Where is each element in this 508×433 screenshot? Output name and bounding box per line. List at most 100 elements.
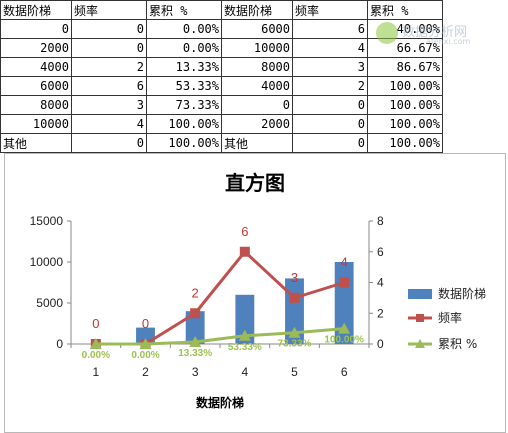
y-right-tick-label: 8 xyxy=(377,214,384,228)
legend-swatch-marker xyxy=(415,339,425,348)
freq-point xyxy=(239,246,250,257)
table-cell[interactable]: 其他 xyxy=(0,133,72,153)
cum-data-label: 0.00% xyxy=(131,350,159,361)
x-tick-label: 3 xyxy=(192,365,199,379)
table-row: 0 0 0.00% 6000 6 40.00% xyxy=(0,19,443,39)
x-axis-title: 数据阶梯 xyxy=(196,395,244,410)
table-cell[interactable]: 86.67% xyxy=(367,57,443,77)
header-cell[interactable]: 累积 % xyxy=(146,0,222,20)
table-cell[interactable]: 3 xyxy=(71,95,147,115)
freq-data-label: 0 xyxy=(92,316,99,331)
cum-point xyxy=(189,335,202,347)
table-cell[interactable]: 0 xyxy=(221,95,293,115)
table-cell[interactable]: 100.00% xyxy=(367,76,443,96)
y-right-tick-label: 6 xyxy=(377,245,384,259)
table-cell[interactable]: 0.00% xyxy=(146,38,222,58)
table-cell[interactable]: 3 xyxy=(292,57,368,77)
cum-data-label: 100.00% xyxy=(324,335,364,346)
table-row: 其他 0 100.00% 其他 0 100.00% xyxy=(0,133,443,153)
legend-swatch-bar xyxy=(408,289,432,299)
table-cell[interactable]: 8000 xyxy=(221,57,293,77)
header-cell[interactable]: 数据阶梯 xyxy=(0,0,72,20)
freq-data-label: 3 xyxy=(291,270,298,285)
watermark-circle-icon xyxy=(376,22,398,44)
table-row: 8000 3 73.33% 0 0 100.00% xyxy=(0,95,443,115)
y-left-tick-label: 5000 xyxy=(36,296,63,310)
table-cell[interactable]: 10000 xyxy=(0,114,72,134)
chart-canvas: 直方图 0 5000 10000 15000 0 2 4 6 8 0 0 2 6 3 4 0.00% 0.00% 1… xyxy=(30,171,486,410)
cum-point xyxy=(288,326,301,338)
table-cell[interactable]: 6000 xyxy=(221,19,293,39)
x-tick-label: 4 xyxy=(241,365,248,379)
histogram-chart[interactable]: 直方图 0 5000 10000 15000 0 2 4 6 8 0 0 2 6 3 4 0.00% 0.00% 1… xyxy=(4,153,506,433)
table-cell[interactable]: 2000 xyxy=(221,114,293,134)
y-left-tick-label: 10000 xyxy=(30,255,64,269)
x-tick-label: 1 xyxy=(92,365,99,379)
table-row: 4000 2 13.33% 8000 3 86.67% xyxy=(0,57,443,77)
table-cell[interactable]: 其他 xyxy=(221,133,293,153)
y-right-tick-label: 4 xyxy=(377,276,384,290)
y-left-tick-label: 0 xyxy=(56,337,63,351)
table-cell[interactable]: 10000 xyxy=(221,38,293,58)
cum-data-label: 73.33% xyxy=(278,339,312,350)
cum-data-label: 0.00% xyxy=(82,350,110,361)
cum-point xyxy=(238,329,251,341)
cum-data-label: 53.33% xyxy=(228,342,262,353)
watermark-text: 数据分析网 xyxy=(402,25,468,40)
table-cell[interactable]: 6 xyxy=(71,76,147,96)
table-cell[interactable]: 6000 xyxy=(0,76,72,96)
watermark-subtext: afenxi.com xyxy=(426,37,471,46)
series-line-0 xyxy=(95,250,345,346)
table-cell[interactable]: 4000 xyxy=(221,76,293,96)
series-line-1 xyxy=(95,327,345,346)
cum-point xyxy=(89,338,102,349)
table-cell[interactable]: 2000 xyxy=(0,38,72,58)
legend-label: 累积 % xyxy=(438,337,477,351)
y-right-tick-label: 2 xyxy=(377,306,384,320)
table-cell[interactable]: 73.33% xyxy=(146,95,222,115)
header-row: 数据阶梯 频率 累积 % 数据阶梯 频率 累积 % xyxy=(0,0,443,20)
header-cell[interactable]: 累积 % xyxy=(367,0,443,20)
freq-data-label: 0 xyxy=(142,316,149,331)
table-cell[interactable]: 6 xyxy=(292,19,368,39)
y-left-tick-label: 15000 xyxy=(30,214,64,228)
table-cell[interactable]: 53.33% xyxy=(146,76,222,96)
table-cell[interactable]: 0.00% xyxy=(146,19,222,39)
table-cell[interactable]: 4 xyxy=(292,38,368,58)
x-tick-label: 5 xyxy=(291,365,298,379)
table-cell[interactable]: 4 xyxy=(71,114,147,134)
table-row: 6000 6 53.33% 4000 2 100.00% xyxy=(0,76,443,96)
header-cell[interactable]: 频率 xyxy=(71,0,147,20)
bar-4 xyxy=(235,294,255,344)
header-cell[interactable]: 频率 xyxy=(292,0,368,20)
watermark-logo: 数据分析网 afenxi.com xyxy=(376,20,506,48)
table-cell[interactable]: 100.00% xyxy=(367,114,443,134)
legend-swatch-marker xyxy=(416,314,424,322)
table-cell[interactable]: 100.00% xyxy=(367,133,443,153)
freq-data-label: 4 xyxy=(341,255,348,270)
table-cell[interactable]: 0 xyxy=(71,133,147,153)
table-cell[interactable]: 0 xyxy=(292,114,368,134)
header-cell[interactable]: 数据阶梯 xyxy=(221,0,293,20)
freq-point xyxy=(289,292,300,303)
table-cell[interactable]: 0 xyxy=(0,19,72,39)
table-cell[interactable]: 2 xyxy=(71,57,147,77)
table-cell[interactable]: 13.33% xyxy=(146,57,222,77)
freq-data-label: 2 xyxy=(192,285,199,300)
table-row: 10000 4 100.00% 2000 0 100.00% xyxy=(0,114,443,134)
table-cell[interactable]: 100.00% xyxy=(146,114,222,134)
legend-label: 数据阶梯 xyxy=(438,286,486,301)
table-cell[interactable]: 4000 xyxy=(0,57,72,77)
table-cell[interactable]: 0 xyxy=(71,38,147,58)
table-cell[interactable]: 100.00% xyxy=(367,95,443,115)
x-tick-label: 2 xyxy=(142,365,149,379)
freq-data-label: 6 xyxy=(241,224,248,239)
table-cell[interactable]: 2 xyxy=(292,76,368,96)
table-cell[interactable]: 0 xyxy=(292,95,368,115)
table-cell[interactable]: 0 xyxy=(292,133,368,153)
table-cell[interactable]: 8000 xyxy=(0,95,72,115)
table-cell[interactable]: 100.00% xyxy=(146,133,222,153)
freq-point xyxy=(339,277,350,288)
cum-point xyxy=(338,322,351,334)
table-cell[interactable]: 0 xyxy=(71,19,147,39)
